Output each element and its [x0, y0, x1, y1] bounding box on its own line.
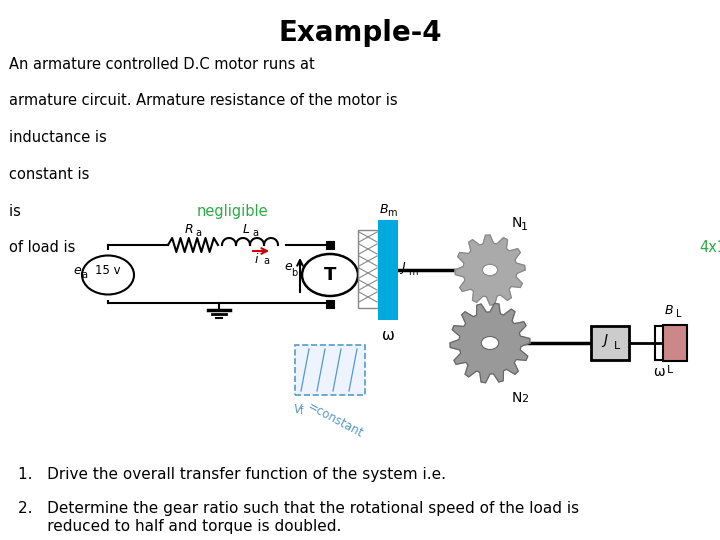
- Text: ω: ω: [653, 365, 665, 379]
- Bar: [358, 230, 378, 308]
- Text: a: a: [252, 228, 258, 238]
- Text: 1: 1: [521, 222, 528, 232]
- Circle shape: [482, 264, 498, 275]
- Text: inductance is: inductance is: [9, 130, 111, 145]
- Text: 1.   Drive the overall transfer function of the system i.e.: 1. Drive the overall transfer function o…: [18, 467, 451, 482]
- Text: i: i: [254, 253, 258, 266]
- Text: b: b: [291, 268, 297, 278]
- Text: a: a: [81, 270, 87, 280]
- Text: =constant: =constant: [305, 400, 365, 440]
- Text: J: J: [401, 260, 405, 273]
- Text: m: m: [387, 208, 397, 218]
- Bar: [663, 325, 687, 361]
- Text: 15 v: 15 v: [95, 265, 121, 278]
- Text: V: V: [293, 403, 301, 416]
- Text: armature circuit. Armature resistance of the motor is: armature circuit. Armature resistance of…: [9, 93, 402, 109]
- Bar: [327, 242, 334, 249]
- Text: Example-4: Example-4: [278, 19, 442, 47]
- Text: R: R: [184, 223, 193, 236]
- Text: m: m: [408, 267, 418, 277]
- Text: B: B: [380, 203, 389, 216]
- Bar: [591, 326, 629, 360]
- Polygon shape: [455, 235, 525, 305]
- Text: N: N: [512, 216, 523, 230]
- Text: a: a: [263, 256, 269, 266]
- Polygon shape: [450, 303, 530, 383]
- Text: L: L: [676, 309, 682, 319]
- Text: ω: ω: [382, 328, 395, 343]
- Text: An armature controlled D.C motor runs at: An armature controlled D.C motor runs at: [9, 57, 319, 72]
- Text: 2.   Determine the gear ratio such that the rotational speed of the load is
    : 2. Determine the gear ratio such that th…: [18, 501, 579, 534]
- Bar: [295, 345, 365, 395]
- Text: T: T: [324, 266, 336, 284]
- Circle shape: [481, 336, 499, 349]
- Bar: [378, 220, 398, 320]
- Text: is: is: [9, 204, 25, 219]
- Bar: [327, 301, 334, 308]
- Text: of load is: of load is: [9, 240, 80, 255]
- Text: 4x10: 4x10: [699, 240, 720, 255]
- Text: L: L: [243, 223, 250, 236]
- Text: f: f: [300, 406, 303, 416]
- Text: L: L: [667, 365, 673, 375]
- Circle shape: [463, 249, 517, 291]
- Circle shape: [459, 320, 521, 366]
- Text: N: N: [512, 391, 523, 405]
- Text: 2: 2: [521, 394, 528, 404]
- Text: L: L: [614, 341, 620, 351]
- Text: B: B: [665, 304, 673, 317]
- Text: J: J: [603, 333, 607, 347]
- Text: a: a: [195, 228, 201, 238]
- Text: e: e: [73, 264, 81, 276]
- Text: e: e: [284, 260, 292, 273]
- Text: constant is: constant is: [9, 167, 94, 182]
- Text: negligible: negligible: [197, 204, 269, 219]
